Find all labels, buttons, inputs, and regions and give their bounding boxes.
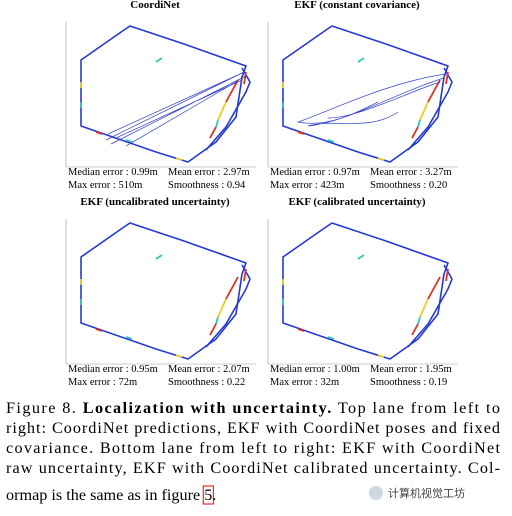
panel-title: EKF (calibrated uncertainty) [288,196,425,208]
stat: Median error : 0.99m [68,167,158,178]
watermark: 计算机视觉工坊 [369,486,465,500]
trajectory-plot [65,219,256,365]
figure-ref[interactable]: 5 [204,486,212,504]
caption-line: covariance. Bottom lane from left to rig… [6,439,500,457]
stat: Max error : 423m [270,180,344,191]
stat: Smoothness : 0.22 [168,377,245,388]
watermark-text: 计算机视觉工坊 [388,486,465,500]
stat: Max error : 510m [68,180,142,191]
trajectory-plot [267,219,458,365]
caption-bold: Localization with uncertainty. [83,399,332,417]
stat: Median error : 0.97m [270,167,360,178]
trajectory-plot [65,22,256,168]
stat: Max error : 72m [68,377,137,388]
trajectory [80,25,251,163]
trajectory-outlier [296,73,447,127]
panel: EKF (calibrated uncertainty) Median error… [267,196,458,388]
caption-end: . [212,486,216,504]
panel-title: CoordiNet [130,0,180,11]
stat: Smoothness : 0.19 [370,377,447,388]
trajectory [282,222,453,360]
figure-label: Figure 8. [6,399,76,417]
panel: EKF (uncalibrated uncertainty) Median err… [65,196,256,388]
stat: Max error : 32m [270,377,339,388]
caption-line: raw uncertainty, EKF with CoordiNet cali… [6,459,500,477]
stat: Median error : 0.95m [68,364,158,375]
stat: Mean error : 3.27m [370,167,452,178]
caption-text: Top lane from left to [333,399,500,417]
panel-title: EKF (constant covariance) [294,0,420,11]
ref-box [202,485,214,505]
stat: Smoothness : 0.94 [168,180,246,191]
watermark-icon [369,486,383,500]
stat: Mean error : 2.97m [168,167,250,178]
panel: CoordiNet Median error : 0.99m Mean error … [65,0,256,191]
caption-line: right: CoordiNet predictions, EKF with C… [6,419,500,437]
trajectory-plot [267,22,458,168]
trajectory-outlier [105,71,247,147]
caption-text: ormap is the same as in figure [6,486,200,504]
panel: EKF (constant covariance) Median error : … [267,0,458,191]
trajectory [282,25,453,163]
caption-line: Figure 8. Localization with uncertainty.… [6,399,500,417]
stat: Median error : 1.00m [270,364,360,375]
stat: Mean error : 2.07m [168,364,250,375]
stat: Mean error : 1.95m [370,364,452,375]
trajectory [80,222,251,360]
stat: Smoothness : 0.20 [370,180,447,191]
panel-title: EKF (uncalibrated uncertainty) [80,196,230,208]
caption-line: ormap is the same as in figure 5. [6,486,216,504]
